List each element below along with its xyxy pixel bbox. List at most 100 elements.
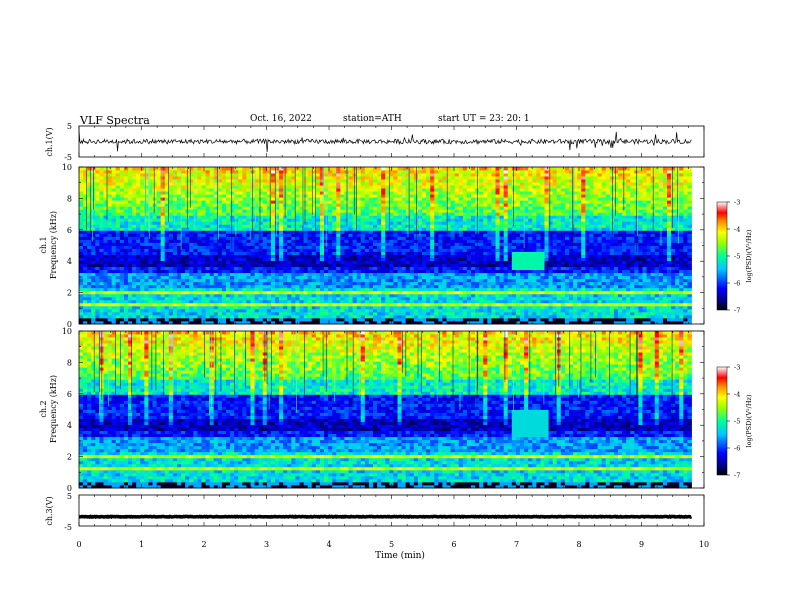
spectrogram-cell — [409, 254, 415, 258]
spectrogram-cell — [156, 278, 162, 283]
spectrogram-cell — [83, 251, 88, 255]
spectrogram-cell — [434, 290, 439, 295]
spectrogram-cell — [164, 317, 170, 322]
spectrogram-cell — [230, 281, 235, 286]
spectrogram-cell — [226, 185, 231, 189]
spectrogram-cell — [221, 197, 227, 201]
spectrogram-cell — [295, 176, 300, 180]
spectrogram-cell — [332, 311, 337, 316]
spectrogram-cell — [352, 254, 358, 258]
spectrogram-cell — [266, 257, 272, 261]
spectrogram-cell — [401, 218, 407, 222]
spectrogram-cell — [209, 296, 215, 301]
spectrogram-cell — [303, 287, 309, 292]
spectrogram-cell — [430, 308, 435, 313]
spectrogram-cell — [201, 284, 206, 289]
spectrogram-cell — [405, 257, 411, 261]
spectrogram-cell — [242, 278, 247, 283]
spectrogram-cell — [446, 248, 451, 252]
spectrogram-cell — [340, 197, 345, 201]
spectrogram-cell — [213, 281, 219, 286]
spectrogram-cell — [397, 209, 402, 213]
spectrogram-cell — [111, 275, 117, 280]
spectrogram-cell — [132, 188, 137, 192]
spectrogram-cell — [283, 218, 288, 222]
spectrogram-cell — [324, 251, 329, 255]
spectrogram-cell — [91, 260, 96, 265]
spectrogram-cell — [258, 272, 264, 277]
spectrogram-cell — [303, 218, 309, 222]
spectrogram-cell — [254, 296, 260, 301]
spectrogram-cell — [148, 236, 153, 240]
spectrogram-cell — [115, 194, 121, 198]
spectrogram-cell — [295, 191, 300, 195]
spectrogram-cell — [340, 227, 345, 231]
spectrogram-cell — [115, 263, 121, 268]
spectrogram-cell — [287, 305, 292, 310]
spectrogram-cell — [148, 317, 153, 322]
spectrogram-cell — [426, 200, 431, 204]
spectrogram-cell — [283, 314, 288, 319]
spectrogram-cell — [221, 290, 227, 295]
spectrogram-cell — [111, 182, 117, 186]
spectrogram-cell — [230, 260, 235, 265]
spectrogram-cell — [254, 215, 260, 219]
spectrogram-cell — [389, 236, 394, 240]
spectrogram-cell — [381, 182, 386, 186]
spectrogram-cell — [258, 308, 264, 313]
spectrogram-cell — [156, 266, 162, 271]
spectrogram-cell — [393, 191, 398, 195]
spectrogram-cell — [234, 290, 239, 295]
spectrogram-cell — [462, 278, 468, 283]
spectrogram-cell — [103, 296, 108, 301]
spectrogram-cell — [303, 224, 309, 228]
spectrogram-cell — [95, 254, 100, 258]
spectrogram-cell — [348, 170, 353, 174]
spectrogram-cell — [238, 182, 243, 186]
spectrogram-cell — [148, 197, 153, 201]
spectrogram-cell — [409, 176, 415, 180]
spectrogram-cell — [132, 194, 137, 198]
spectrogram-cell — [295, 188, 300, 192]
spectrogram-cell — [458, 215, 464, 219]
spectrogram-cell — [373, 215, 378, 219]
spectrogram-cell — [344, 266, 349, 271]
spectrogram-cell — [344, 281, 349, 286]
spectrogram-cell — [87, 287, 92, 292]
spectrogram-cell — [258, 170, 264, 174]
spectrogram-cell — [250, 302, 255, 307]
spectrogram-cell — [152, 278, 157, 283]
spectrogram-cell — [332, 233, 337, 237]
spectrogram-cell — [242, 167, 247, 171]
spectrogram-cell — [458, 308, 464, 313]
spectrogram-cell — [95, 224, 100, 228]
spectrogram-cell — [377, 209, 382, 213]
spectrogram-cell — [381, 317, 386, 322]
spectrogram-cell — [91, 272, 96, 277]
spectrogram-cell — [364, 197, 370, 201]
spectrogram-cell — [295, 302, 300, 307]
spectrogram-cell — [172, 275, 178, 280]
spectrogram-cell — [226, 305, 231, 310]
spectrogram-cell — [197, 305, 202, 310]
spectrogram-cell — [87, 236, 92, 240]
spectrogram-cell — [275, 305, 280, 310]
spectrogram-cell — [454, 299, 460, 304]
spectrogram-cell — [360, 233, 366, 237]
spectrogram-cell — [107, 209, 113, 213]
spectrogram-cell — [413, 200, 419, 204]
spectrogram-cell — [230, 230, 235, 234]
spectrogram-cell — [209, 233, 215, 237]
spectrogram-cell — [279, 188, 284, 192]
spectrogram-cell — [266, 317, 272, 322]
spectrogram-cell — [409, 260, 415, 265]
spectrogram-cell — [254, 302, 260, 307]
spectrogram-cell — [107, 314, 113, 319]
spectrogram-cell — [360, 284, 366, 289]
spectrogram-cell — [160, 233, 166, 237]
spectrogram-cell — [266, 212, 272, 216]
spectrogram-cell — [352, 251, 358, 255]
spectrogram-cell — [356, 272, 362, 277]
spectrogram-cell — [107, 200, 113, 204]
spectrogram-cell — [438, 179, 443, 183]
